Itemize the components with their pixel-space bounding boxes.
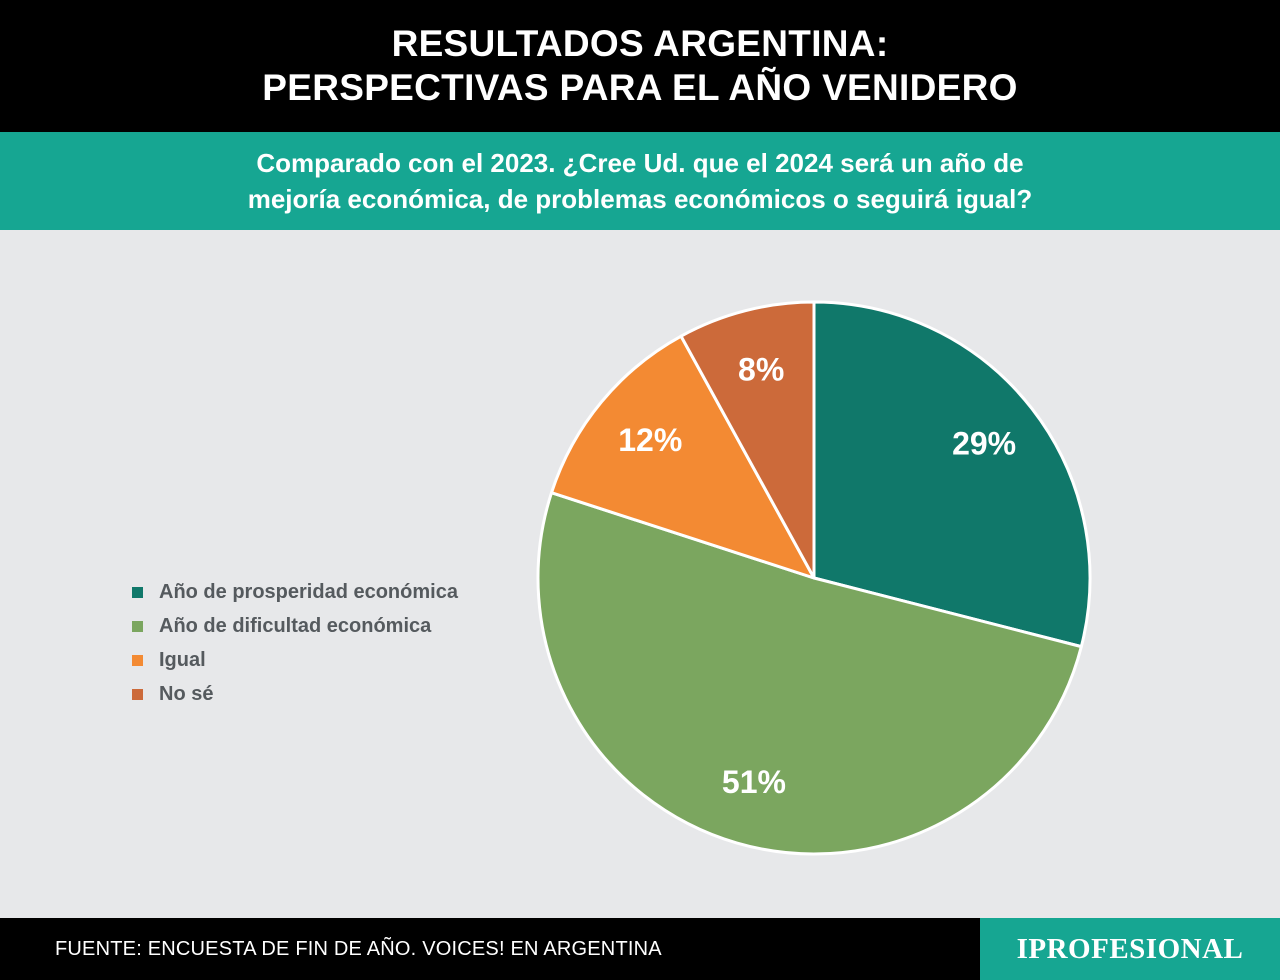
title-line-1: RESULTADOS ARGENTINA: — [391, 23, 889, 64]
footer: FUENTE: ENCUESTA DE FIN DE AÑO. VOICES! … — [0, 918, 1280, 980]
header: RESULTADOS ARGENTINA: PERSPECTIVAS PARA … — [0, 0, 1280, 132]
slice-label-no-se: 8% — [738, 352, 784, 388]
legend-item-no-se: No sé — [132, 677, 458, 711]
slice-label-ano-de-dificultad-economica: 51% — [722, 764, 786, 800]
slice-label-ano-de-prosperidad-economica: 29% — [952, 426, 1016, 462]
chart-area: 29% 51% 12% 8% Año de prosperidad económica… — [0, 230, 1280, 918]
title-line-2: PERSPECTIVAS PARA EL AÑO VENIDERO — [262, 67, 1018, 108]
legend-item-igual: Igual — [132, 643, 458, 677]
legend-swatch — [132, 654, 143, 666]
question-line-1: Comparado con el 2023. ¿Cree Ud. que el … — [256, 148, 1024, 178]
legend-label: Igual — [159, 648, 206, 671]
legend-item-ano-de-dificultad-economica: Año de dificultad económica — [132, 609, 458, 643]
legend-label: Año de dificultad económica — [159, 614, 432, 637]
legend-swatch — [132, 586, 143, 598]
pie-chart: 29% 51% 12% 8% — [536, 300, 1092, 856]
brand-logo: IPROFESIONAL — [980, 918, 1280, 980]
legend-swatch — [132, 620, 143, 632]
pie-slice-no-se — [679, 300, 816, 580]
legend: Año de prosperidad económica Año de dific… — [132, 575, 458, 711]
legend-swatch — [132, 688, 143, 700]
legend-item-ano-de-prosperidad-economica: Año de prosperidad económica — [132, 575, 458, 609]
pie-slice-ano-de-dificultad-economica — [536, 491, 1083, 856]
question-line-2: mejoría económica, de problemas económic… — [247, 184, 1033, 214]
question-banner: Comparado con el 2023. ¿Cree Ud. que el … — [0, 132, 1280, 230]
source-note: FUENTE: ENCUESTA DE FIN DE AÑO. VOICES! … — [55, 938, 662, 960]
legend-label: Año de prosperidad económica — [159, 580, 458, 603]
pie-slice-ano-de-prosperidad-economica — [812, 300, 1092, 649]
legend-label: No sé — [159, 682, 214, 705]
pie-slice-igual — [550, 334, 816, 580]
slice-label-igual: 12% — [618, 422, 682, 458]
